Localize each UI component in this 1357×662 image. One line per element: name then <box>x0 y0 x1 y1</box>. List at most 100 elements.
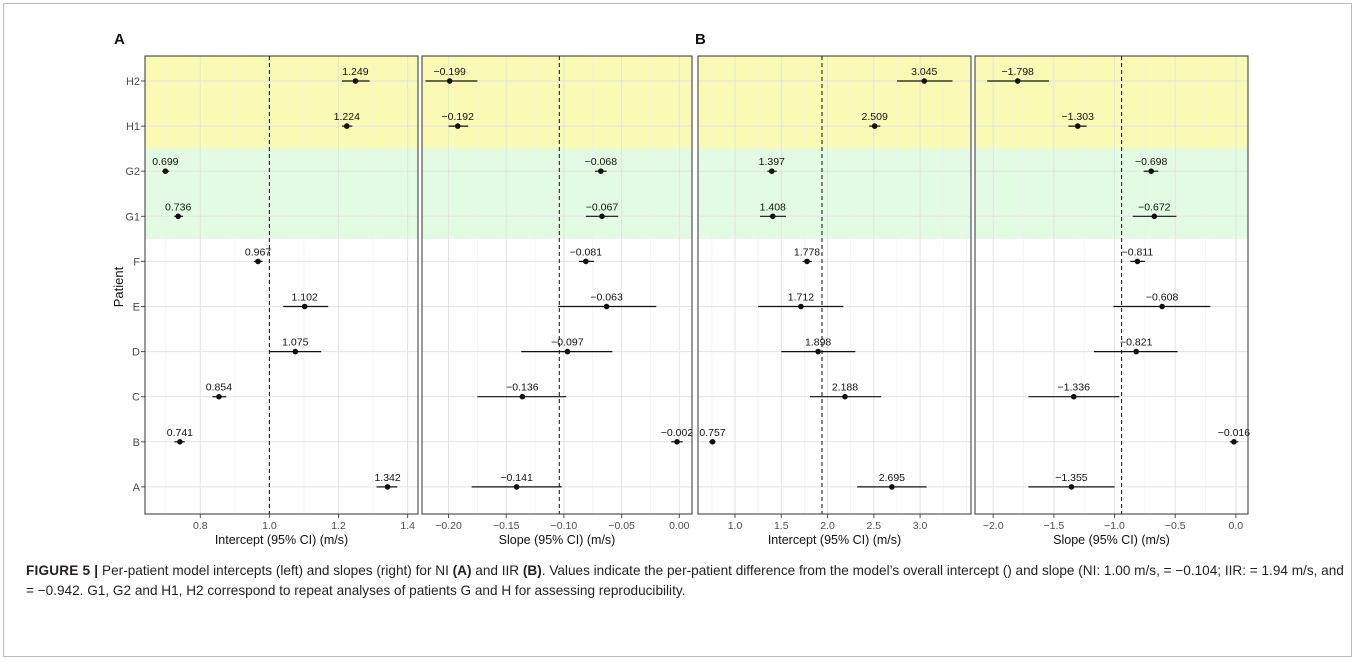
reproducibility-band-h <box>698 56 971 149</box>
data-point-b <box>177 439 183 445</box>
data-point-g2 <box>162 168 169 174</box>
x-tick-label: 1.5 <box>774 520 789 532</box>
value-label-g2: −0.068 <box>585 156 618 168</box>
data-point-g1 <box>175 213 181 220</box>
x-tick-label: 1.0 <box>728 520 743 532</box>
x-tick-label: −0.15 <box>493 520 520 532</box>
reproducibility-band-g <box>422 148 692 239</box>
data-point-h1 <box>1074 123 1081 129</box>
value-label-h2: −1.798 <box>1001 66 1034 78</box>
x-tick-label: −1.5 <box>1043 520 1064 532</box>
value-label-b: −0.002 <box>661 427 694 439</box>
y-tick-label-b: B <box>133 437 140 449</box>
y-tick-label-c: C <box>132 392 140 404</box>
y-tick-label-f: F <box>133 256 140 268</box>
value-label-h1: −1.303 <box>1062 111 1095 123</box>
value-label-h2: −0.199 <box>433 66 466 78</box>
value-label-e: 1.712 <box>788 292 814 304</box>
data-point-d <box>815 348 821 355</box>
data-point-c <box>1070 393 1077 400</box>
data-point-g1 <box>599 213 605 220</box>
x-axis-title: Intercept (95% CI) (m/s) <box>768 533 901 547</box>
reproducibility-band-h <box>975 56 1248 149</box>
data-point-a <box>889 484 895 490</box>
value-label-a: 2.695 <box>879 472 905 484</box>
panel-border <box>144 55 419 515</box>
x-tick-label: −0.05 <box>608 520 635 532</box>
reproducibility-band-g <box>145 148 418 239</box>
value-label-h1: 2.509 <box>862 111 888 123</box>
forest-plot-figure: A B Patient H2 H1 G2 G1 F E D C B A 1.249 1.224 0.69… <box>111 31 1251 547</box>
data-point-c <box>519 393 526 400</box>
value-label-h2: 1.249 <box>342 66 368 78</box>
value-label-e: −0.063 <box>590 292 623 304</box>
caption-ref-b: (B) <box>522 563 542 578</box>
y-tick-label-e: E <box>133 302 140 314</box>
x-tick-label: −0.20 <box>435 520 462 532</box>
data-point-a <box>1068 484 1075 490</box>
data-point-h2 <box>446 78 453 84</box>
data-point-d <box>564 348 571 355</box>
value-label-h1: −0.192 <box>442 111 475 123</box>
y-tick-label-d: D <box>132 347 140 359</box>
data-point-f <box>255 258 261 265</box>
data-point-c <box>216 393 222 400</box>
panel-letter-a: A <box>114 31 125 48</box>
reproducibility-band-h <box>145 56 418 149</box>
panel-border <box>697 55 972 515</box>
value-label-c: 0.854 <box>206 382 232 394</box>
data-point-h2 <box>1014 78 1021 84</box>
data-point-a <box>513 484 520 490</box>
value-label-h1: 1.224 <box>334 111 360 123</box>
value-label-d: −0.821 <box>1120 337 1153 349</box>
data-point-f <box>583 258 589 265</box>
panel-3: 3.045 2.509 1.397 1.408 1.778 1.712 1.898 2.188… <box>697 55 972 547</box>
panel-1: 1.249 1.224 0.699 0.736 0.967 1.102 1.075 0.854… <box>144 55 419 547</box>
y-axis-title: Patient <box>111 266 126 307</box>
data-point-h1 <box>871 123 878 129</box>
panel-letter-b: B <box>695 31 706 48</box>
y-tick-label-g2: G2 <box>125 166 140 178</box>
data-point-g1 <box>1151 213 1158 220</box>
value-label-a: −1.355 <box>1055 472 1088 484</box>
value-label-c: −1.336 <box>1058 382 1091 394</box>
x-tick-label: −1.0 <box>1104 520 1125 532</box>
x-axis-title: Slope (95% CI) (m/s) <box>1053 533 1170 547</box>
figure-caption: FIGURE 5 | Per-patient model intercepts … <box>26 561 1346 600</box>
data-point-b <box>709 439 716 445</box>
x-tick-label: −0.5 <box>1165 520 1186 532</box>
value-label-g2: −0.698 <box>1135 156 1168 168</box>
value-label-b: −0.016 <box>1218 427 1251 439</box>
value-label-a: 1.342 <box>374 472 400 484</box>
data-point-d <box>1133 348 1140 355</box>
data-point-e <box>301 303 308 310</box>
x-tick-label: 1.4 <box>400 520 415 532</box>
value-label-g1: −0.067 <box>586 201 619 213</box>
x-tick-label: 1.2 <box>331 520 346 532</box>
value-label-d: 1.898 <box>805 337 831 349</box>
value-label-g1: −0.672 <box>1138 201 1171 213</box>
value-label-h2: 3.045 <box>911 66 937 78</box>
data-point-f <box>804 258 810 265</box>
data-point-g1 <box>769 213 776 220</box>
plot-panels: H2H1G2G1FEDCBA1.2491.2240.6990.7360.9671… <box>125 55 1251 547</box>
data-point-b <box>1231 439 1237 445</box>
data-point-a <box>384 484 391 490</box>
panel-border <box>421 55 693 515</box>
x-tick-label: −2.0 <box>983 520 1004 532</box>
data-point-h2 <box>921 78 928 84</box>
value-label-e: −0.608 <box>1146 292 1179 304</box>
value-label-d: 1.075 <box>282 337 308 349</box>
y-tick-label-h2: H2 <box>126 76 140 88</box>
panel-4: −1.798 −1.303 −0.698 −0.672 −0.811 −0.608 −0.8… <box>974 55 1251 547</box>
x-tick-label: 2.5 <box>867 520 882 532</box>
caption-text-1: Per-patient model intercepts (left) and … <box>98 563 453 578</box>
figure-frame: A B Patient H2 H1 G2 G1 F E D C B A 1.249 1.224 0.69… <box>3 3 1352 657</box>
x-tick-label: 0.00 <box>669 520 690 532</box>
value-label-f: −0.811 <box>1122 246 1154 258</box>
value-label-g2: 0.699 <box>152 156 178 168</box>
value-label-e: 1.102 <box>292 292 318 304</box>
value-label-f: 0.967 <box>245 246 271 258</box>
data-point-e <box>798 303 804 310</box>
caption-ref-a: (A) <box>452 563 472 578</box>
